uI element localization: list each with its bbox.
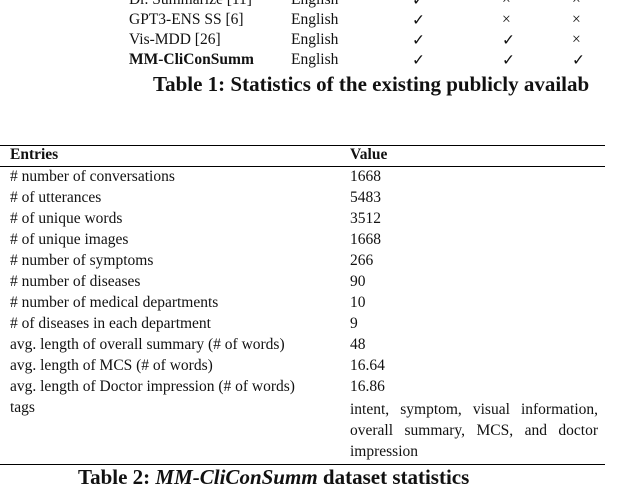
- table1-caption: Table 1: Statistics of the existing publ…: [153, 72, 590, 96]
- table1-cell: ✓: [412, 32, 425, 49]
- table1-cell: English: [291, 51, 339, 68]
- table2-caption: Table 2: MM-CliConSumm dataset statistic…: [78, 465, 469, 489]
- entry-cell: # number of conversations: [10, 168, 175, 185]
- table1-cell: GPT3-ENS SS [6]: [129, 11, 244, 28]
- table1-cell: ✓: [412, 12, 425, 29]
- table1-cell: ✓: [412, 52, 425, 69]
- mid-rule: [0, 166, 605, 167]
- entry-cell: avg. length of overall summary (# of wor…: [10, 336, 285, 353]
- entry-cell: # number of diseases: [10, 273, 141, 290]
- header-cell: Value: [350, 146, 388, 163]
- table1-cell: Vis-MDD [26]: [129, 31, 221, 48]
- entry-cell: # of unique words: [10, 210, 123, 227]
- value-cell: 48: [350, 336, 366, 353]
- table1-cell: MM-CliConSumm: [129, 51, 254, 68]
- value-cell: 3512: [350, 210, 381, 227]
- value-cell: 1668: [350, 231, 381, 248]
- value-cell: 90: [350, 273, 366, 290]
- value-cell: 9: [350, 315, 358, 332]
- caption-name: MM-CliConSumm: [155, 465, 318, 489]
- value-cell: 16.86: [350, 378, 385, 395]
- entry-cell: avg. length of Doctor impression (# of w…: [10, 378, 295, 395]
- table1-cell: ✓: [502, 52, 515, 69]
- value-cell: 1668: [350, 168, 381, 185]
- table1-cell: English: [291, 0, 338, 9]
- table1-cell: English: [291, 11, 339, 28]
- table1-cell: ×: [572, 0, 581, 9]
- bottom-rule: [0, 464, 605, 466]
- table1-cell: ✓: [572, 52, 585, 69]
- entry-cell: # number of medical departments: [10, 294, 219, 311]
- table1-cell: English: [291, 31, 339, 48]
- entry-cell: # of utterances: [10, 189, 102, 206]
- value-cell: intent, symptom, visual information, ove…: [350, 401, 598, 460]
- header-cell: Entries: [10, 146, 59, 163]
- table1-cell: ✓: [502, 32, 515, 49]
- table1-cell: ×: [572, 11, 581, 28]
- table1-cell: ✓: [412, 0, 425, 9]
- table1-cell: ×: [502, 0, 511, 9]
- value-cell: 16.64: [350, 357, 385, 374]
- entry-cell: # of unique images: [10, 231, 129, 248]
- entry-cell: tags: [10, 399, 35, 416]
- table1-cell: ×: [572, 31, 581, 48]
- caption-label: Table 2:: [78, 465, 151, 489]
- value-cell: 266: [350, 252, 374, 269]
- entry-cell: avg. length of MCS (# of words): [10, 357, 213, 374]
- table1-cell: Dr. Summarize [11]: [129, 0, 252, 9]
- value-cell: 5483: [350, 189, 381, 206]
- entry-cell: # number of symptoms: [10, 252, 154, 269]
- top-rule: [0, 145, 605, 147]
- entry-cell: # of diseases in each department: [10, 315, 211, 332]
- value-cell: 10: [350, 294, 366, 311]
- table1-cell: ×: [502, 11, 511, 28]
- caption-rest: dataset statistics: [322, 465, 470, 489]
